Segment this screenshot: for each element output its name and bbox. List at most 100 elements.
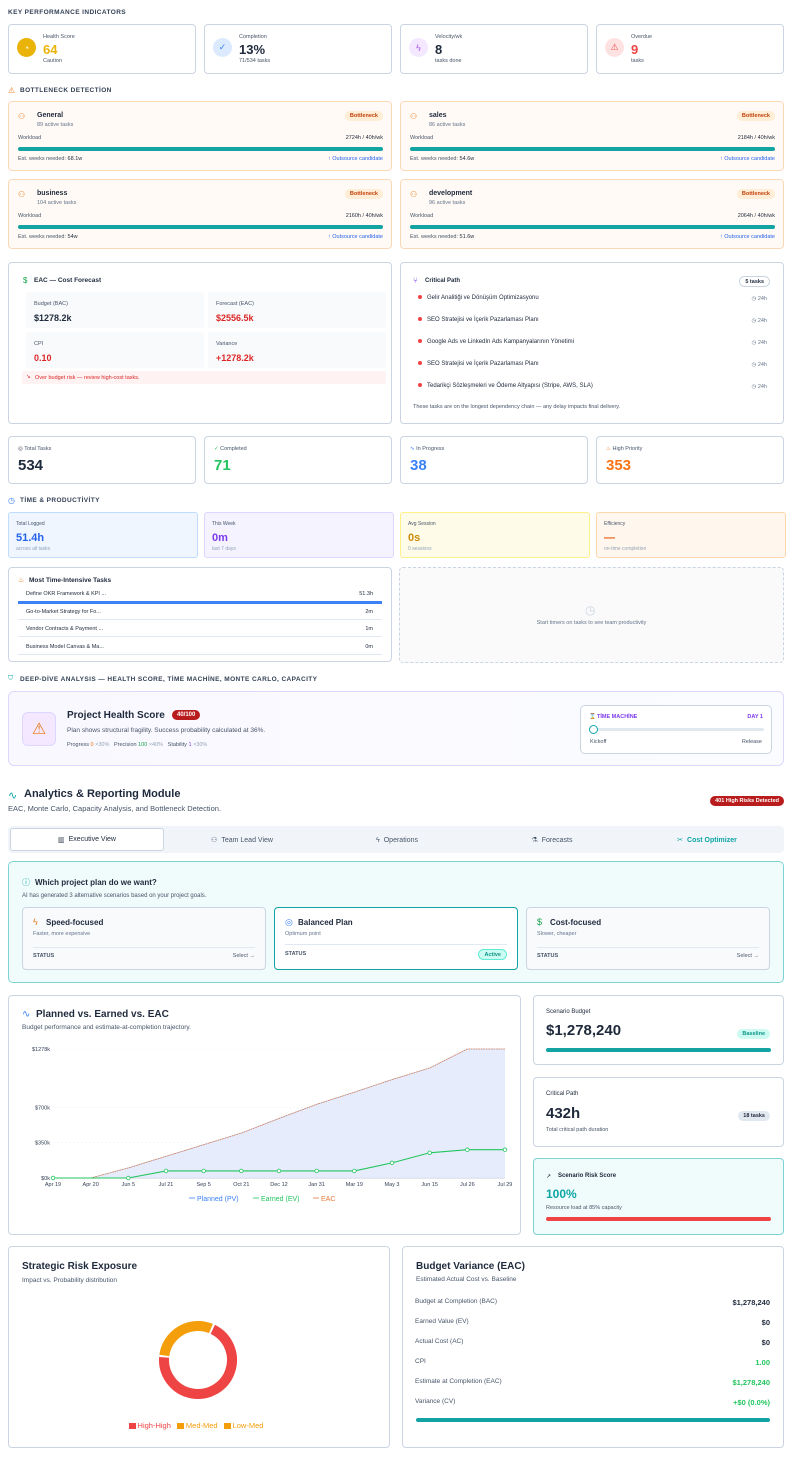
- branch-icon: ⑂: [413, 276, 418, 285]
- ev-line: [53, 1149, 505, 1179]
- tab-operations[interactable]: ϟ Operations: [376, 836, 418, 844]
- ev-point: [126, 1175, 131, 1181]
- eac-warning-text: Over budget risk — review high-cost task…: [35, 374, 140, 381]
- workload-label: Workload: [410, 135, 434, 141]
- intensive-bar: [18, 653, 382, 655]
- ev-point: [239, 1168, 244, 1174]
- kpi-card: ◔ Health Score 64 Caution: [8, 24, 196, 74]
- forecast-label: Forecast (EAC): [216, 301, 254, 307]
- intensive-title: Most Time-Intensive Tasks: [29, 577, 112, 584]
- y-tick-label: $350k: [35, 1141, 50, 1147]
- outsource-link[interactable]: ↑ Outsource candidate: [719, 156, 775, 162]
- scenario-budget-label: Scenario Budget: [546, 1009, 591, 1015]
- kpi-card: ✓ Completion 13% 71/534 tasks: [204, 24, 392, 74]
- bottleneck-card: ⚇ sales 86 active tasks Bottleneck Workl…: [400, 101, 784, 171]
- check-circle-icon: ✓: [213, 38, 232, 57]
- workload-label: Workload: [18, 135, 42, 141]
- bv-row: CPI 1.00: [415, 1358, 770, 1367]
- critical-path-card: ⑂ Critical Path 5 tasks Gelir Analitiği …: [400, 262, 784, 424]
- scenario-budget-card: Scenario Budget $1,278,240 Baseline: [533, 995, 784, 1065]
- scenario-card[interactable]: $ Cost-focused Slower, cheaper STATUS Se…: [526, 907, 770, 970]
- kpi-label: Health Score: [43, 34, 75, 40]
- ev-point: [201, 1168, 206, 1174]
- bottleneck-badge: Bottleneck: [344, 189, 383, 199]
- variance-tile: Variance +1278.2k: [208, 332, 386, 368]
- kickoff-label: Kickoff: [590, 739, 607, 745]
- scenario-status[interactable]: Select →: [232, 953, 255, 959]
- critical-task-hours: ◷ 24h: [751, 318, 767, 324]
- health-metrics: Progress 0 ×30% Precision 100 ×40% Stabi…: [67, 742, 208, 748]
- outsource-link[interactable]: ↑ Outsource candidate: [327, 156, 383, 162]
- legend-label: EAC: [321, 1196, 335, 1203]
- time-machine-track[interactable]: [590, 728, 764, 731]
- x-tick-label: Jul 29: [498, 1182, 513, 1188]
- shield-icon: ⛉: [8, 675, 14, 682]
- kpi-label: Velocity/wk: [435, 34, 463, 40]
- weeks-needed: Est. weeks needed: 68.1w: [18, 156, 83, 162]
- activity-icon: ∿: [410, 446, 415, 452]
- clock-icon: ◷: [751, 362, 758, 368]
- eac-warning: ↘ Over budget risk — review high-cost ta…: [22, 371, 386, 384]
- clock-icon: ◷: [751, 384, 758, 390]
- dollar-icon: $: [23, 276, 28, 285]
- legend-item: High-High: [128, 1421, 171, 1430]
- health-title: Project Health Score: [67, 710, 165, 721]
- kpi-card: ⚠ Overdue 9 tasks: [596, 24, 784, 74]
- bv-row: Budget at Completion (BAC) $1,278,240: [415, 1298, 770, 1307]
- time-machine-handle[interactable]: [589, 725, 598, 734]
- budget-tile: Budget (BAC) $1278.2k: [26, 292, 204, 328]
- tab-forecasts[interactable]: ⚗ Forecasts: [531, 836, 573, 845]
- time-tile: This Week 0m last 7 days: [204, 512, 394, 558]
- scenario-status[interactable]: Select →: [736, 953, 759, 959]
- clock-icon: ◷: [585, 603, 596, 617]
- warning-icon: ⚠: [605, 38, 624, 57]
- stat-label: ◎ Total Tasks: [18, 446, 52, 452]
- critical-path-value: 432h: [546, 1105, 581, 1122]
- time-tile-sub: 0 sessions: [408, 546, 432, 552]
- flask-icon: ⚗: [531, 837, 538, 844]
- x-tick-label: Mar 19: [346, 1182, 363, 1188]
- critical-task: SEO Stratejisi ve İçerik Pazarlaması Pla…: [418, 317, 539, 323]
- time-tile: Efficiency — on-time completion: [596, 512, 786, 558]
- stat-label: ♨ High Priority: [606, 446, 643, 452]
- budget-label: Budget (BAC): [34, 301, 68, 307]
- bottleneck-badge: Bottleneck: [736, 189, 775, 199]
- active-tasks: 96 active tasks: [429, 200, 466, 206]
- intensive-task: Business Model Canvas & Ma... 0m: [26, 643, 373, 650]
- ev-point: [163, 1168, 169, 1174]
- scenario-card[interactable]: ◎ Balanced Plan Optimum point STATUS Act…: [274, 907, 518, 970]
- time-tile-sub: on-time completion: [604, 546, 647, 552]
- workload-bar: [18, 147, 383, 151]
- tab-team-lead-view[interactable]: ⚇ Team Lead View: [211, 836, 273, 845]
- pv-area: [53, 1049, 505, 1178]
- active-tasks: 104 active tasks: [37, 200, 77, 206]
- tab-cost-optimizer[interactable]: ✂ Cost Optimizer: [677, 836, 737, 845]
- eac-card: $ EAC — Cost Forecast Budget (BAC) $1278…: [8, 262, 392, 424]
- clock-icon: ◷: [751, 296, 758, 302]
- budget-value: $1278.2k: [34, 313, 72, 323]
- stat-label: ∿ In Progress: [410, 446, 445, 452]
- eac-title: EAC — Cost Forecast: [34, 277, 102, 284]
- scenario-risk-value: 100%: [546, 1187, 577, 1201]
- kpi-sub: tasks: [631, 58, 644, 64]
- active-tasks: 86 active tasks: [429, 122, 466, 128]
- scenario-card[interactable]: ϟ Speed-focused Faster, more expensive S…: [22, 907, 266, 970]
- bv-row: Variance (CV) +$0 (0.0%): [415, 1398, 770, 1407]
- cpi-value: 0.10: [34, 353, 52, 363]
- cpi-tile: CPI 0.10: [26, 332, 204, 368]
- tab-executive-view[interactable]: ▥ Executive View: [10, 828, 164, 851]
- forecast-value: $2556.5k: [216, 313, 254, 323]
- stat-label: ✓ Completed: [214, 446, 247, 452]
- x-tick-label: Jul 21: [159, 1182, 174, 1188]
- bottleneck-badge: Bottleneck: [344, 111, 383, 121]
- clock-icon: ◷: [751, 340, 758, 346]
- outsource-link[interactable]: ↑ Outsource candidate: [719, 234, 775, 240]
- ev-point: [352, 1168, 357, 1174]
- kpi-label: Completion: [239, 34, 267, 40]
- critical-task-hours: ◷ 24h: [751, 296, 767, 302]
- workload-label: Workload: [18, 213, 42, 219]
- clock-icon: ◷: [8, 496, 15, 505]
- bottleneck-card: ⚇ business 104 active tasks Bottleneck W…: [8, 179, 392, 249]
- x-tick-label: Dec 12: [270, 1182, 287, 1188]
- outsource-link[interactable]: ↑ Outsource candidate: [327, 234, 383, 240]
